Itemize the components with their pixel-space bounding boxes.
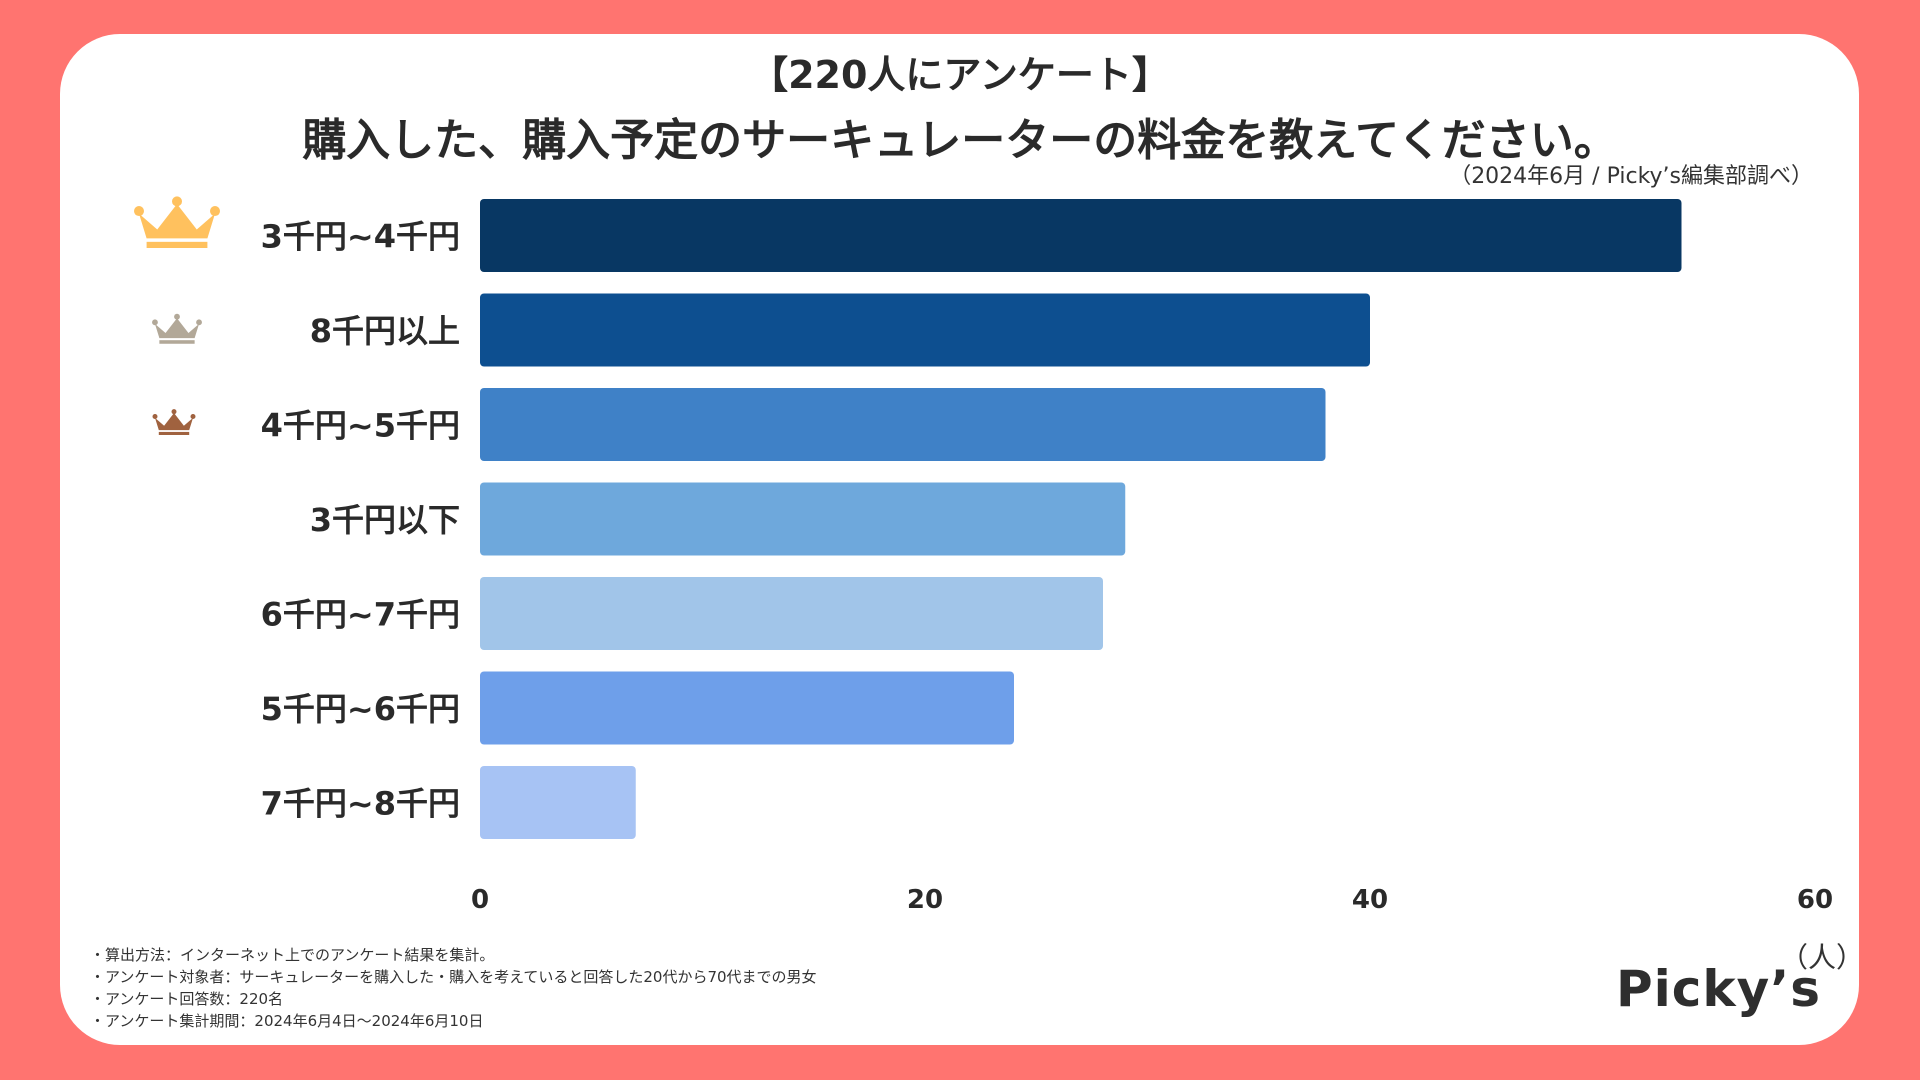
category-label: 8千円以上	[310, 312, 460, 350]
note-line: ・アンケート回答数：220名	[90, 990, 284, 1008]
brand-logo: Picky’s	[1616, 960, 1822, 1018]
crown-icon-jewel	[174, 313, 180, 320]
survey-notes: ・算出方法：インターネット上でのアンケート結果を集計。 ・アンケート対象者：サー…	[90, 944, 817, 1032]
category-label: 4千円~5千円	[261, 407, 460, 445]
crown-icon-jewel	[190, 414, 196, 420]
crown-icon-jewel	[134, 206, 144, 217]
category-label: 3千円~4千円	[261, 218, 460, 256]
crown-icon-jewel	[210, 206, 220, 217]
bar	[480, 577, 1103, 650]
x-tick-label: 60	[1797, 885, 1833, 915]
crown-icon	[154, 318, 200, 339]
crown-icon-jewel	[172, 196, 182, 207]
x-tick-label: 40	[1352, 885, 1388, 915]
crown-icon-base	[158, 431, 190, 435]
bar	[480, 388, 1326, 461]
crown-icon	[155, 413, 193, 431]
bar	[480, 293, 1370, 367]
note-line: ・アンケート対象者：サーキュレーターを購入した・購入を考えていると回答した20代…	[90, 968, 817, 986]
axis-unit-label: （人）	[1780, 941, 1865, 974]
crown-icon-base	[159, 340, 195, 344]
crown-icon-jewel	[152, 319, 158, 326]
crown-icon-jewel	[152, 414, 158, 420]
crown-icon-jewel	[196, 319, 202, 326]
category-label: 7千円~8千円	[261, 785, 460, 823]
note-line: ・アンケート集計期間：2024年6月4日〜2024年6月10日	[90, 1012, 484, 1030]
crown-icon	[139, 204, 215, 239]
x-tick-label: 0	[471, 885, 489, 915]
x-tick-label: 20	[907, 885, 943, 915]
chart-subtitle: 購入した、購入予定のサーキュレーターの料金を教えてください。	[302, 115, 1618, 166]
category-label: 3千円以下	[310, 501, 460, 539]
crown-icon-base	[146, 241, 208, 248]
crown-icon-jewel	[171, 409, 177, 415]
bar	[480, 482, 1126, 556]
note-line: ・算出方法：インターネット上でのアンケート結果を集計。	[90, 946, 495, 964]
bar	[480, 766, 636, 839]
bar	[480, 199, 1682, 272]
bar	[480, 671, 1014, 745]
category-label: 5千円~6千円	[261, 690, 460, 728]
chart-title: 【220人にアンケート】	[750, 53, 1170, 97]
source-note: （2024年6月 / Picky’s編集部調べ）	[1449, 164, 1813, 189]
category-label: 6千円~7千円	[261, 596, 460, 634]
